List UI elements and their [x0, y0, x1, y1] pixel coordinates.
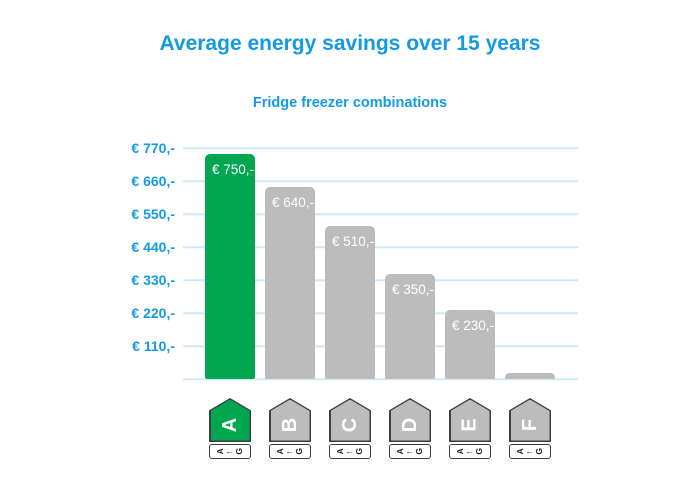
bar-F: [505, 373, 555, 379]
energy-scale-badge: A ← G: [209, 444, 251, 459]
y-axis-tick-label: € 110,-: [132, 338, 175, 354]
energy-class-letter: F: [519, 418, 541, 431]
energy-scale-char: G: [354, 448, 365, 455]
energy-label-icon-D: D A ← G: [389, 398, 431, 460]
bar-E: € 230,-: [445, 310, 495, 379]
energy-class-letter: A: [218, 417, 241, 432]
energy-arrow-fill: A: [210, 399, 250, 441]
y-axis-tick-label: € 330,-: [131, 272, 175, 288]
energy-arrow-shape: C: [329, 398, 371, 442]
chart-subtitle: Fridge freezer combinations: [252, 95, 448, 111]
energy-class-letter: D: [398, 417, 421, 432]
energy-scale-char: A: [275, 448, 286, 455]
y-axis-tick-label: € 660,-: [131, 173, 175, 189]
energy-scale-char: ←: [465, 446, 475, 457]
energy-arrow-fill: E: [450, 399, 490, 441]
energy-scale-badge: A ← G: [269, 444, 311, 459]
gridline: [183, 213, 578, 215]
gridline: [183, 246, 578, 248]
energy-scale-char: A: [395, 448, 406, 455]
energy-class-letter: C: [338, 417, 361, 432]
bar-value-label: € 230,-: [452, 318, 495, 333]
energy-scale-char: ←: [525, 446, 535, 457]
bar-A: € 750,-: [205, 154, 255, 379]
gridline: [183, 180, 578, 182]
energy-arrow-shape: A: [209, 398, 251, 442]
bar-B: € 640,-: [265, 187, 315, 379]
y-axis-tick-label: € 550,-: [131, 206, 175, 222]
energy-arrow-shape: E: [449, 398, 491, 442]
y-axis-tick-label: € 770,-: [131, 140, 175, 156]
chart-title: Average energy savings over 15 years: [159, 32, 541, 55]
energy-scale-char: ←: [345, 446, 355, 457]
bar-value-label: € 750,-: [212, 162, 255, 177]
y-axis-tick-label: € 440,-: [131, 239, 175, 255]
energy-arrow-shape: F: [509, 398, 551, 442]
energy-arrow-fill: D: [390, 399, 430, 441]
gridline: [183, 345, 578, 347]
energy-scale-char: ←: [285, 446, 295, 457]
energy-class-letter: B: [278, 417, 301, 432]
energy-label-icon-C: C A ← G: [329, 398, 371, 460]
bar-chart-plot-area: € 770,- € 660,- € 550,- € 440,- € 330,- € 220…: [131, 140, 578, 459]
gridline: [183, 378, 578, 380]
gridline: [183, 312, 578, 314]
gridline: [183, 279, 578, 281]
energy-scale-char: ←: [225, 446, 235, 457]
energy-label-icon-E: E A ← G: [449, 398, 491, 460]
energy-scale-char: A: [215, 448, 226, 455]
y-axis-tick-label: € 220,-: [131, 305, 175, 321]
energy-scale-char: A: [455, 448, 466, 455]
energy-arrow-shape: D: [389, 398, 431, 442]
energy-arrow-fill: B: [270, 399, 310, 441]
energy-scale-char: G: [474, 448, 485, 455]
bar-D: € 350,-: [385, 274, 435, 379]
bar-value-label: € 640,-: [272, 195, 315, 210]
energy-scale-char: A: [515, 448, 526, 455]
energy-label-icon-A: A A ← G: [209, 398, 251, 460]
bar-value-label: € 510,-: [332, 234, 375, 249]
energy-scale-char: G: [534, 448, 545, 455]
energy-label-icon-F: F A ← G: [509, 398, 551, 460]
gridline: [183, 147, 578, 149]
energy-scale-badge: A ← G: [389, 444, 431, 459]
energy-scale-char: G: [294, 448, 305, 455]
energy-scale-badge: A ← G: [509, 444, 551, 459]
bar-C: € 510,-: [325, 226, 375, 379]
energy-scale-char: ←: [405, 446, 415, 457]
energy-scale-char: A: [335, 448, 346, 455]
energy-arrow-shape: B: [269, 398, 311, 442]
energy-arrow-fill: F: [510, 399, 550, 441]
energy-arrow-fill: C: [330, 399, 370, 441]
bar-value-label: € 350,-: [392, 282, 435, 297]
energy-label-icon-B: B A ← G: [269, 398, 311, 460]
energy-scale-badge: A ← G: [449, 444, 491, 459]
energy-class-letter: E: [459, 417, 481, 432]
energy-scale-char: G: [414, 448, 425, 455]
energy-scale-char: G: [234, 448, 245, 455]
energy-scale-badge: A ← G: [329, 444, 371, 459]
